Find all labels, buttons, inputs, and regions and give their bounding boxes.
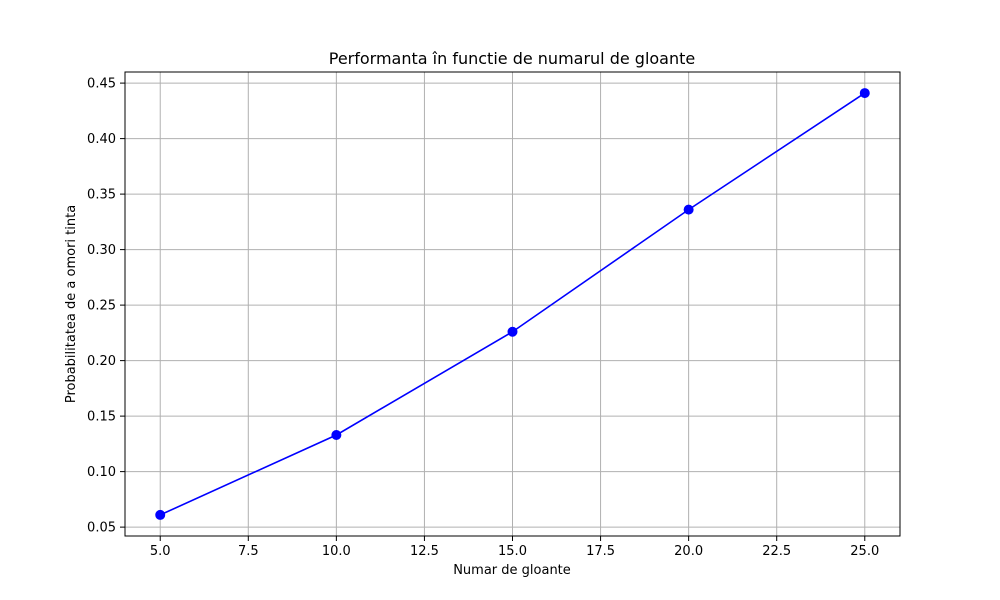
x-tick-label: 10.0 <box>322 544 351 559</box>
y-tick-label: 0.15 <box>87 410 116 425</box>
x-tick-label: 25.0 <box>850 544 879 559</box>
y-axis-label: Probabilitatea de a omori tinta <box>64 205 79 403</box>
y-tick-label: 0.30 <box>87 243 116 258</box>
chart-title: Performanta în functie de numarul de glo… <box>329 49 696 68</box>
y-tick-label: 0.45 <box>87 77 116 92</box>
x-tick-label: 15.0 <box>498 544 527 559</box>
data-point <box>331 429 342 440</box>
data-point <box>155 509 166 520</box>
x-tick-label: 7.5 <box>238 544 259 559</box>
y-tick-label: 0.40 <box>87 132 116 147</box>
x-axis-label: Numar de gloante <box>453 563 571 578</box>
data-point <box>683 204 694 215</box>
ticks: 5.0 7.5 10.0 12.5 15.0 17.5 20.0 22.5 25.0 0.05 0.… <box>87 77 879 559</box>
x-tick-label: 20.0 <box>674 544 703 559</box>
x-tick-label: 5.0 <box>150 544 171 559</box>
plot-area-frame <box>124 71 901 537</box>
x-tick-label: 12.5 <box>410 544 439 559</box>
y-tick-label: 0.25 <box>87 299 116 314</box>
data-point <box>859 88 870 99</box>
y-tick-label: 0.05 <box>87 521 116 536</box>
x-tick-label: 17.5 <box>586 544 615 559</box>
y-tick-label: 0.10 <box>87 465 116 480</box>
data-point <box>507 326 518 337</box>
y-tick-label: 0.20 <box>87 354 116 369</box>
series-layer <box>155 88 870 520</box>
y-tick-label: 0.35 <box>87 188 116 203</box>
x-tick-label: 22.5 <box>762 544 791 559</box>
